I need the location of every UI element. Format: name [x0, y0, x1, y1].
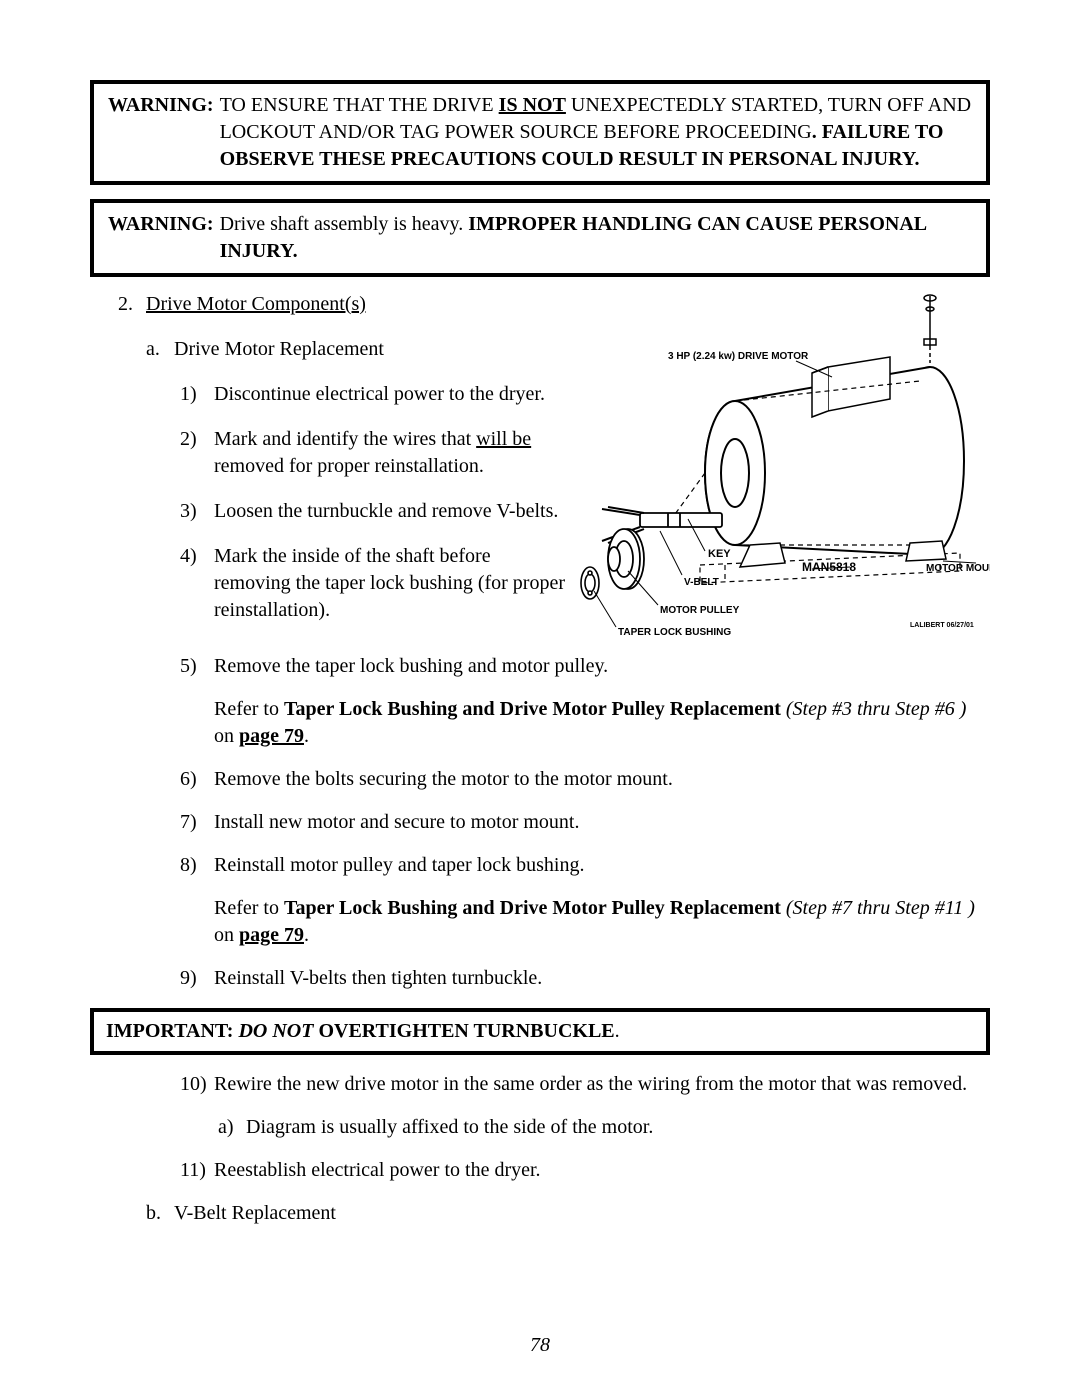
ref2-b: Taper Lock Bushing and Drive Motor Pulle… — [284, 897, 781, 919]
step2-num: 2) — [180, 426, 214, 480]
step11-text: Reestablish electrical power to the drye… — [214, 1157, 541, 1184]
step8-num: 8) — [180, 852, 214, 949]
sub-a-num: a. — [146, 336, 174, 363]
step2-a: Mark and identify the wires that — [214, 428, 476, 450]
step6-num: 6) — [180, 766, 214, 793]
step8-text: Reinstall motor pulley and taper lock bu… — [214, 854, 585, 876]
important-d: . — [615, 1020, 620, 1042]
step3-num: 3) — [180, 498, 214, 525]
sub-b-text: V-Belt Replacement — [174, 1200, 336, 1227]
sub-a-text: Drive Motor Replacement — [174, 336, 384, 363]
step1-num: 1) — [180, 381, 214, 408]
ref1-e: page 79 — [239, 725, 304, 747]
step4-num: 4) — [180, 543, 214, 624]
step10a-num: a) — [218, 1114, 246, 1141]
step10a-text: Diagram is usually affixed to the side o… — [246, 1114, 653, 1141]
figure: 3 HP (2.24 kw) DRIVE MOTOR KEY MAN5818 M… — [580, 291, 990, 659]
step10-text: Rewire the new drive motor in the same o… — [214, 1071, 967, 1098]
ref1-c: (Step #3 thru Step #6 ) — [781, 698, 967, 720]
sub-b-num: b. — [146, 1200, 174, 1227]
step1-text: Discontinue electrical power to the drye… — [214, 381, 545, 408]
step5-num: 5) — [180, 653, 214, 750]
important-box: IMPORTANT: DO NOT OVERTIGHTEN TURNBUCKLE… — [90, 1008, 990, 1055]
step6-text: Remove the bolts securing the motor to t… — [214, 766, 673, 793]
step11-num: 11) — [180, 1157, 214, 1184]
motor-diagram-svg: 3 HP (2.24 kw) DRIVE MOTOR KEY MAN5818 M… — [580, 291, 990, 651]
step2-text: Mark and identify the wires that will be… — [214, 426, 570, 480]
fig-label-pulley: MOTOR PULLEY — [660, 605, 740, 616]
step2-c: removed for proper reinstallation. — [214, 455, 484, 477]
fig-label-mount: MOTOR MOUNT — [926, 563, 990, 574]
warning-2-label: WARNING: — [108, 211, 220, 265]
warning-1-label: WARNING: — [108, 92, 220, 173]
warn1-isnot: IS NOT — [499, 94, 566, 116]
important-b: DO NOT — [238, 1020, 313, 1042]
ref1-f: . — [304, 725, 309, 747]
warning-1-body: TO ENSURE THAT THE DRIVE IS NOT UNEXPECT… — [220, 92, 972, 173]
step4-text: Mark the inside of the shaft before remo… — [214, 543, 570, 624]
important-label: IMPORTANT: — [106, 1020, 233, 1042]
step7-num: 7) — [180, 809, 214, 836]
warning-box-2: WARNING: Drive shaft assembly is heavy. … — [90, 199, 990, 277]
fig-label-small: LALIBERT 06/27/01 — [910, 622, 974, 629]
fig-label-vbelt: V-BELT — [684, 577, 719, 588]
fig-label-man: MAN5818 — [802, 560, 856, 574]
ref2-a: Refer to — [214, 897, 284, 919]
step7-text: Install new motor and secure to motor mo… — [214, 809, 579, 836]
step3-text: Loosen the turnbuckle and remove V-belts… — [214, 498, 558, 525]
ref1-d: on — [214, 725, 239, 747]
fig-label-top: 3 HP (2.24 kw) DRIVE MOTOR — [668, 351, 809, 362]
step2-b: will be — [476, 428, 531, 450]
ref2-e: page 79 — [239, 924, 304, 946]
warning-2-body: Drive shaft assembly is heavy. IMPROPER … — [220, 211, 972, 265]
step10-num: 10) — [180, 1071, 214, 1098]
warn1-text-a: TO ENSURE THAT THE DRIVE — [220, 94, 499, 116]
warn2-text-a: Drive shaft assembly is heavy. — [220, 213, 469, 235]
ref2-c: (Step #7 thru Step #11 ) — [781, 897, 975, 919]
ref2-f: . — [304, 924, 309, 946]
section-heading: Drive Motor Component(s) — [146, 291, 366, 318]
fig-label-key: KEY — [708, 548, 731, 560]
ref2-d: on — [214, 924, 239, 946]
step5-text: Remove the taper lock bushing and motor … — [214, 655, 608, 677]
ref1-a: Refer to — [214, 698, 284, 720]
page-number: 78 — [0, 1334, 1080, 1357]
ref1-b: Taper Lock Bushing and Drive Motor Pulle… — [284, 698, 781, 720]
section-num: 2. — [118, 291, 146, 318]
warning-box-1: WARNING: TO ENSURE THAT THE DRIVE IS NOT… — [90, 80, 990, 185]
step9-text: Reinstall V-belts then tighten turnbuckl… — [214, 965, 542, 992]
page: WARNING: TO ENSURE THAT THE DRIVE IS NOT… — [0, 0, 1080, 1397]
content-area: 2. Drive Motor Component(s) a. Drive Mot… — [90, 291, 990, 1227]
fig-label-taper: TAPER LOCK BUSHING — [618, 627, 731, 638]
step9-num: 9) — [180, 965, 214, 992]
important-c: OVERTIGHTEN TURNBUCKLE — [313, 1020, 614, 1042]
